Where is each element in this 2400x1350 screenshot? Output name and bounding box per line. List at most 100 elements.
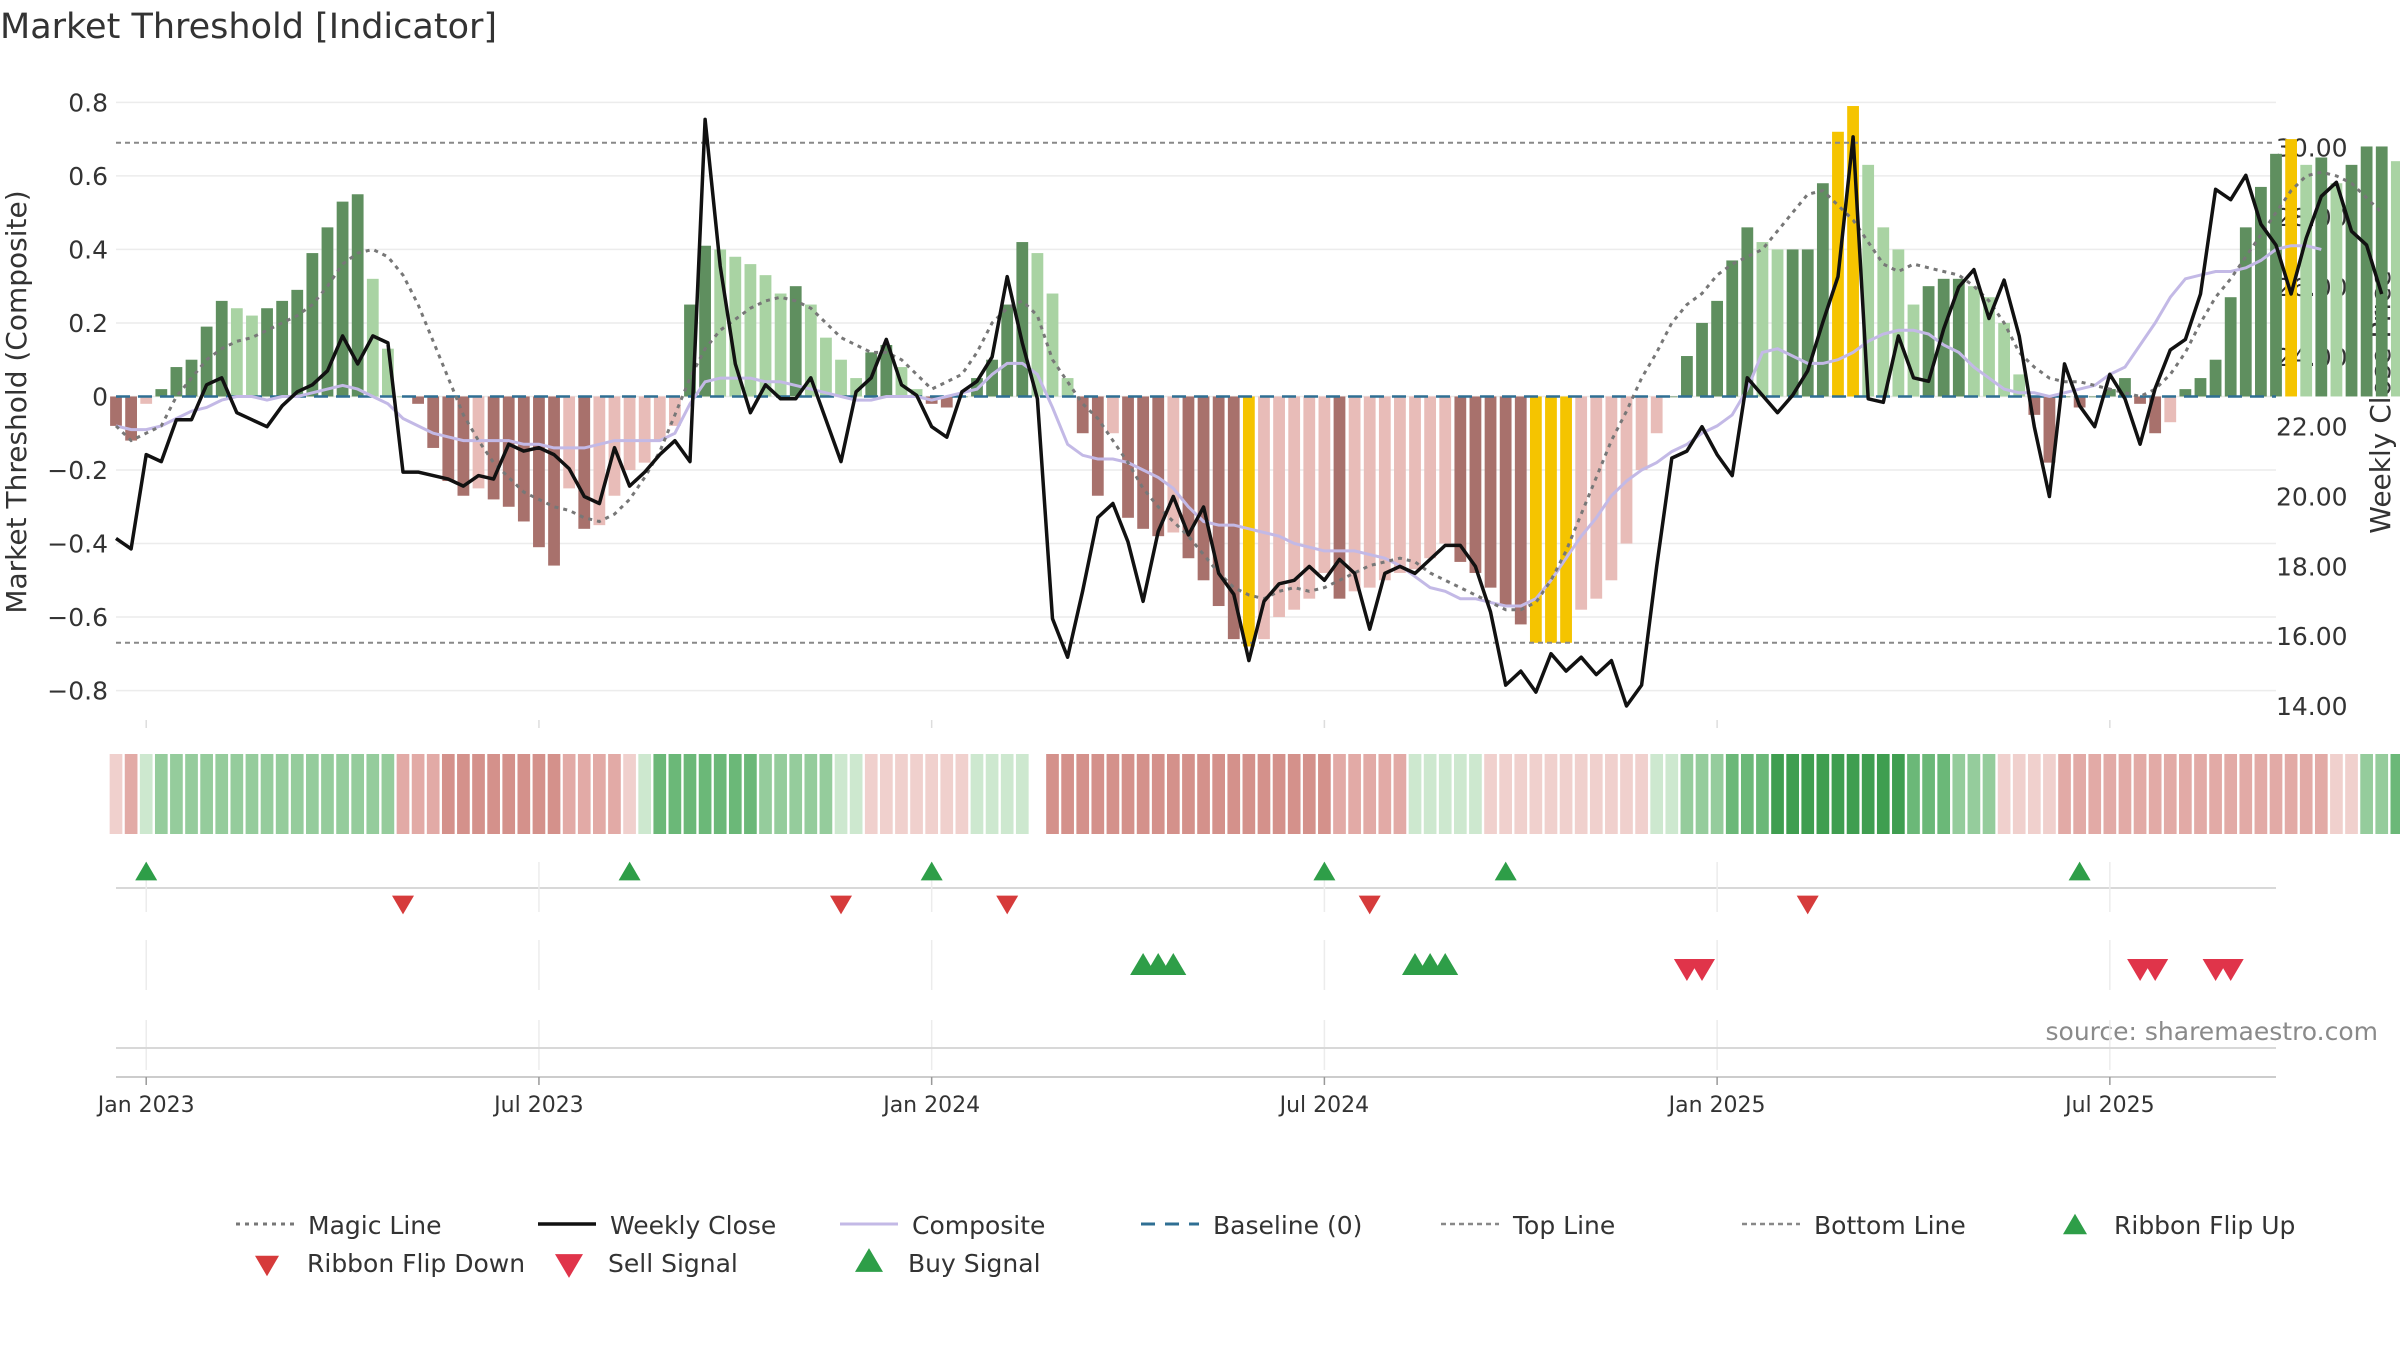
composite-bar (246, 315, 258, 397)
ribbon-cell (1197, 754, 1210, 834)
composite-bar (1318, 396, 1331, 573)
ribbon-cell (1635, 754, 1648, 834)
ribbon-cell (955, 754, 969, 834)
composite-bar (820, 337, 832, 397)
y-tick-label: −0.2 (47, 456, 108, 485)
composite-bar (2013, 374, 2026, 397)
ribbon-cell (683, 754, 697, 834)
composite-bar (170, 367, 183, 397)
composite-bar (1862, 164, 1875, 397)
ribbon-cell (608, 754, 621, 834)
ribbon-cell (215, 754, 229, 834)
composite-bar (321, 227, 334, 397)
composite-bar (1484, 396, 1497, 588)
legend-swatch (855, 1248, 883, 1272)
chart-title: Market Threshold [Indicator] (0, 7, 497, 47)
composite-bar (2224, 297, 2237, 397)
composite-bar (1726, 260, 1739, 397)
composite-bar (1998, 322, 2011, 397)
composite-bar (1016, 242, 1029, 397)
x-tick-label: Jan 2024 (881, 1093, 980, 1118)
ribbon-cell (532, 754, 546, 834)
composite-bar (1303, 396, 1316, 599)
ribbon-cell (1136, 754, 1150, 834)
ribbon-cell (562, 754, 576, 834)
composite-bar (1439, 396, 1452, 544)
composite-bar (1877, 227, 1890, 397)
ribbon-cell (2012, 754, 2026, 834)
ribbon-flip-down-marker (392, 895, 414, 915)
composite-bar (2194, 378, 2207, 397)
ribbon-cell (1046, 754, 1059, 834)
composite-bar (1091, 396, 1104, 496)
ribbon-cell (426, 754, 440, 834)
ribbon-cell (2209, 754, 2222, 834)
ribbon-cell (1287, 754, 1301, 834)
ribbon-cell (1680, 754, 1694, 834)
composite-bar (261, 308, 273, 397)
ribbon-cell (834, 754, 848, 834)
ribbon-cell (1514, 754, 1528, 834)
legend-label: Baseline (0) (1213, 1211, 1362, 1240)
composite-bar (1499, 396, 1512, 607)
composite-bar (1258, 396, 1270, 640)
ribbon-cell (2088, 754, 2102, 834)
x-tick-label: Jan 2023 (96, 1093, 195, 1118)
ribbon-cell (2163, 754, 2177, 834)
buy-signal-marker (1432, 953, 1459, 975)
ribbon-cell (396, 754, 410, 834)
ribbon-cell (1725, 754, 1739, 834)
ribbon-cell (1710, 754, 1724, 834)
ribbon-cell (880, 754, 893, 834)
ribbon-cell (940, 754, 954, 834)
composite-bar (1590, 396, 1603, 599)
legend-swatch (555, 1254, 583, 1278)
composite-bar (850, 378, 863, 397)
composite-bar (230, 308, 243, 397)
ribbon-cell (139, 754, 153, 834)
composite-bar (155, 389, 168, 397)
composite-bar (684, 304, 696, 397)
ribbon-cell (321, 754, 334, 834)
ribbon-cell (1997, 754, 2011, 834)
composite-bar (1363, 396, 1376, 588)
y2-tick-label: 22.00 (2276, 413, 2348, 442)
ribbon-cell (1061, 754, 1074, 834)
ribbon-cell (381, 754, 395, 834)
ribbon-cell (1801, 754, 1815, 834)
composite-bar (2164, 396, 2177, 423)
y2-tick-label: 14.00 (2276, 692, 2348, 721)
composite-bar (1031, 253, 1044, 397)
y-tick-label: 0.6 (68, 162, 108, 191)
composite-bar (2315, 157, 2328, 397)
composite-bar (714, 249, 727, 397)
composite-bar (638, 396, 651, 463)
ribbon-cell (2284, 754, 2298, 834)
composite-bar (910, 389, 923, 397)
ribbon-cell (245, 754, 259, 834)
ribbon-cell (185, 754, 198, 834)
composite-bar (1061, 378, 1074, 397)
composite-bar (1514, 396, 1527, 625)
ribbon-cell (2375, 754, 2389, 834)
composite-bar (1454, 396, 1467, 562)
composite-bar (2043, 396, 2056, 463)
composite-bar (940, 396, 953, 408)
ribbon-cell (698, 754, 712, 834)
legend-label: Ribbon Flip Up (2114, 1211, 2295, 1240)
y-tick-label: 0.4 (68, 235, 108, 264)
ribbon-cell (1182, 754, 1195, 834)
composite-bar (2300, 164, 2313, 397)
composite-bar (1424, 396, 1437, 559)
composite-bar (2179, 389, 2192, 397)
ribbon-cell (109, 754, 123, 834)
ribbon-cell (2269, 754, 2283, 834)
composite-bar (125, 396, 137, 441)
composite-bar (1786, 249, 1799, 397)
ribbon-cell (1816, 754, 1830, 834)
composite-bar (1650, 396, 1663, 434)
composite-bar (2360, 146, 2373, 397)
ribbon-cell (1393, 754, 1407, 834)
ribbon-cell (1166, 754, 1180, 834)
composite-bar (578, 396, 591, 529)
